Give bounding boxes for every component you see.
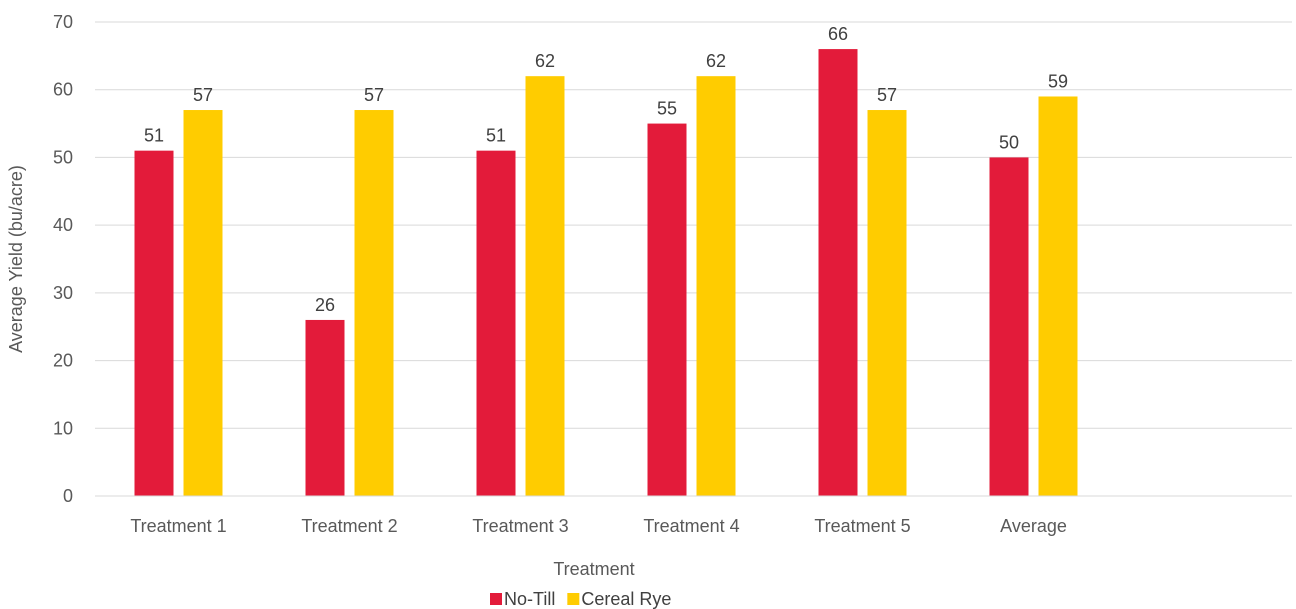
data-label: 51 — [144, 126, 164, 146]
x-tick-label: Treatment 4 — [643, 516, 739, 536]
y-axis-title: Average Yield (bu/acre) — [6, 165, 26, 353]
y-tick-label: 0 — [63, 486, 73, 506]
bar-cereal-rye — [696, 76, 736, 497]
data-label: 57 — [877, 85, 897, 105]
y-axis-ticks: 0 10 20 30 40 50 60 70 — [53, 12, 73, 506]
data-label: 62 — [535, 51, 555, 71]
x-axis-title: Treatment — [553, 559, 634, 579]
data-label: 59 — [1048, 71, 1068, 91]
data-label: 62 — [706, 51, 726, 71]
data-label: 26 — [315, 295, 335, 315]
x-axis-ticks: Treatment 1 Treatment 2 Treatment 3 Treatme… — [130, 516, 1067, 536]
bar-no-till — [818, 49, 858, 496]
x-tick-label: Treatment 1 — [130, 516, 226, 536]
bar-cereal-rye — [1038, 96, 1078, 496]
bar-no-till — [476, 150, 516, 496]
y-tick-label: 20 — [53, 351, 73, 371]
bar-cereal-rye — [867, 110, 907, 497]
bar-no-till — [989, 157, 1029, 496]
data-label: 51 — [486, 126, 506, 146]
bar-no-till — [134, 150, 174, 496]
x-tick-label: Treatment 3 — [472, 516, 568, 536]
legend: No-Till Cereal Rye — [490, 589, 671, 609]
y-tick-label: 60 — [53, 80, 73, 100]
bar-no-till — [647, 123, 687, 497]
bar-cereal-rye — [525, 76, 565, 497]
y-tick-label: 70 — [53, 12, 73, 32]
data-label: 66 — [828, 24, 848, 44]
bar-no-till — [305, 319, 345, 496]
data-label: 55 — [657, 99, 677, 119]
data-label: 57 — [193, 85, 213, 105]
gridlines — [95, 21, 1292, 429]
y-tick-label: 30 — [53, 283, 73, 303]
bars — [134, 49, 1078, 497]
legend-swatch — [567, 593, 580, 605]
y-tick-label: 10 — [53, 418, 73, 438]
x-tick-label: Treatment 2 — [301, 516, 397, 536]
y-tick-label: 50 — [53, 147, 73, 167]
bar-cereal-rye — [183, 110, 223, 497]
data-label: 57 — [364, 85, 384, 105]
x-tick-label: Average — [1000, 516, 1067, 536]
legend-label: Cereal Rye — [581, 589, 671, 609]
x-tick-label: Treatment 5 — [814, 516, 910, 536]
legend-label: No-Till — [504, 589, 555, 609]
data-label: 50 — [999, 132, 1019, 152]
legend-swatch — [490, 593, 502, 605]
data-labels: 51 57 26 57 51 62 55 62 66 57 50 59 — [144, 24, 1068, 315]
y-tick-label: 40 — [53, 215, 73, 235]
bar-cereal-rye — [354, 110, 394, 497]
